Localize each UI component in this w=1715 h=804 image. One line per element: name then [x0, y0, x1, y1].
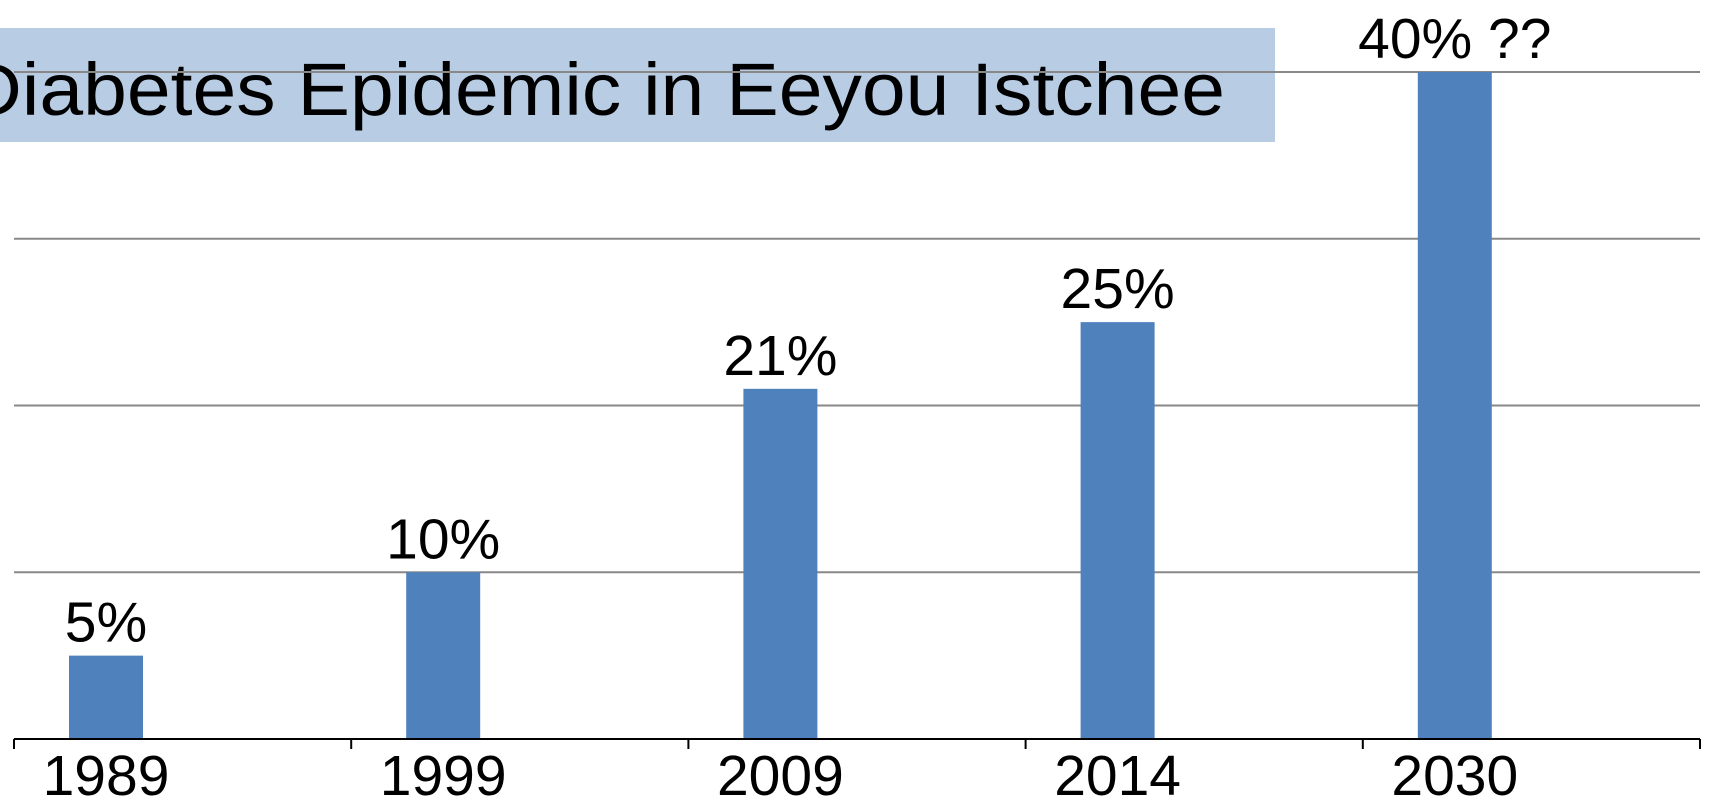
bar [743, 388, 818, 739]
data-label: 40% ?? [1358, 7, 1551, 71]
data-label: 25% [1061, 257, 1175, 321]
chart-title: Diabetes Epidemic in Eeyou Istchee [0, 48, 1225, 131]
data-label: 21% [723, 324, 837, 388]
x-tick-label: 1989 [43, 744, 170, 804]
x-tick-label: 2030 [1391, 744, 1518, 804]
bar [406, 572, 481, 739]
x-tick-label: 2009 [717, 744, 844, 804]
x-tick-label: 2014 [1054, 744, 1181, 804]
title-box [0, 28, 1275, 142]
bar [1417, 72, 1492, 739]
bar [1080, 322, 1155, 739]
data-label: 5% [65, 591, 147, 655]
bar [69, 655, 143, 739]
x-tick-label: 1999 [380, 744, 507, 804]
data-label: 10% [386, 507, 500, 571]
